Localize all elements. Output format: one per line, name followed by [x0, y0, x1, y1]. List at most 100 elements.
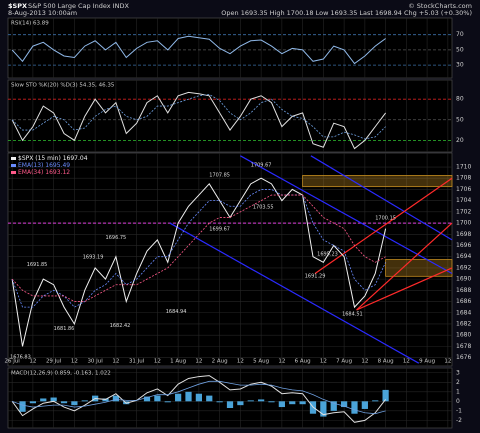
histogram-bar — [216, 401, 223, 403]
price-label: 1695.23 — [317, 251, 338, 257]
legend-swatch — [11, 157, 16, 160]
y-tick-label: 1702 — [456, 208, 471, 215]
series-line — [12, 380, 386, 415]
panel-label: RSI(14) 63.89 — [11, 21, 49, 27]
series-line — [11, 194, 386, 302]
histogram-bar — [143, 396, 151, 402]
y-tick-label: 1684 — [456, 309, 471, 316]
histogram-bar — [289, 401, 296, 405]
y-tick-label: 1700 — [456, 220, 471, 227]
histogram-bar — [341, 401, 348, 408]
histogram-bar — [50, 397, 57, 402]
y-tick-label: 1 — [456, 388, 460, 395]
series-line — [11, 375, 387, 423]
histogram-bar — [237, 401, 244, 406]
histogram-bar — [40, 398, 47, 402]
x-tick-label: 8 Aug — [378, 359, 394, 365]
x-tick-label: 12 — [361, 359, 368, 365]
y-tick-label: 1686 — [456, 298, 471, 305]
legend-label: $SPX (15 min) 1697.04 — [18, 155, 88, 162]
legend-swatch — [11, 164, 16, 167]
y-tick-label: 80 — [456, 96, 464, 103]
price-label: 1693.19 — [83, 255, 104, 261]
histogram-bar — [60, 401, 68, 404]
series-line — [11, 35, 386, 65]
histogram-bar — [226, 401, 234, 408]
x-tick-label: 12 — [237, 359, 244, 365]
trendline — [356, 267, 453, 311]
price-label: 1696.75 — [106, 235, 127, 241]
trendline — [356, 222, 453, 311]
y-tick-label: 1680 — [456, 332, 471, 339]
price-label: 1699.67 — [209, 226, 230, 232]
histogram-bar — [154, 395, 161, 402]
x-tick-label: 6 Aug — [295, 359, 311, 365]
histogram-bar — [247, 400, 254, 402]
x-tick-label: 7 Aug — [336, 359, 352, 365]
histogram-bar — [175, 393, 182, 402]
y-tick-label: -2 — [456, 417, 462, 424]
histogram-bar — [268, 401, 275, 403]
trendline — [310, 155, 453, 241]
y-tick-label: 1706 — [456, 186, 471, 193]
series-line — [11, 93, 386, 140]
price-label: 1691.29 — [305, 273, 326, 279]
y-tick-label: -1 — [456, 407, 462, 414]
histogram-bar — [299, 401, 306, 405]
y-tick-label: 1698 — [456, 231, 471, 238]
y-tick-label: 2 — [456, 379, 460, 386]
x-tick-label: 12 — [154, 359, 161, 365]
price-label: 1707.85 — [209, 173, 230, 179]
y-tick-label: 1704 — [456, 197, 471, 204]
x-tick-label: 30 Jul — [87, 359, 103, 365]
x-tick-label: 12 — [403, 359, 410, 365]
y-tick-label: 1708 — [456, 175, 471, 182]
price-label: 1691.85 — [27, 262, 48, 268]
histogram-bar — [19, 401, 26, 412]
x-tick-label: 12 — [195, 359, 202, 365]
x-tick-label: 12 — [112, 359, 119, 365]
y-tick-label: 1688 — [456, 287, 471, 294]
y-tick-label: 1678 — [456, 343, 471, 350]
y-tick-label: 1676 — [456, 354, 471, 361]
panel — [7, 17, 453, 79]
histogram-bar — [258, 399, 265, 402]
series-line — [11, 91, 387, 150]
y-tick-label: 30 — [456, 62, 464, 69]
price-label: 1684.94 — [166, 309, 187, 315]
histogram-bar — [206, 395, 213, 402]
trendline — [240, 155, 453, 275]
y-tick-label: 1696 — [456, 242, 471, 249]
x-tick-label: 12 — [71, 359, 78, 365]
index-name: S&P 500 Large Cap Index INDX — [28, 2, 129, 10]
x-tick-label: 12 — [29, 359, 36, 365]
x-tick-label: 31 Jul — [129, 359, 145, 365]
zone — [302, 175, 453, 188]
price-label: 1676.83 — [10, 354, 31, 360]
x-tick-label: 5 Aug — [253, 359, 269, 365]
trendline — [169, 222, 420, 364]
histogram-bar — [361, 401, 368, 409]
histogram-bar — [112, 395, 119, 402]
histogram-bar — [320, 401, 327, 417]
x-tick-label: 9 Aug — [419, 359, 435, 365]
histogram-bar — [195, 393, 202, 402]
histogram-bar — [164, 401, 171, 403]
series-line — [11, 177, 387, 347]
y-tick-label: 1694 — [456, 253, 471, 260]
price-label: 1703.55 — [253, 205, 274, 211]
trendline — [314, 177, 453, 275]
price-label: 1681.86 — [54, 326, 75, 332]
x-tick-label: 12 — [320, 359, 327, 365]
histogram-bar — [372, 400, 379, 402]
x-tick-label: 2 Aug — [212, 359, 228, 365]
y-tick-label: 1682 — [456, 320, 471, 327]
histogram-bar — [382, 389, 389, 402]
price-label: 1709.67 — [251, 162, 272, 168]
histogram-bar — [351, 401, 358, 414]
symbol: $SPX — [8, 2, 27, 10]
panel-label: MACD(12,26,9) 0.859, -0.163, 1.022 — [11, 371, 111, 377]
x-tick-label: 12 — [444, 359, 451, 365]
x-tick-label: 12 — [278, 359, 285, 365]
